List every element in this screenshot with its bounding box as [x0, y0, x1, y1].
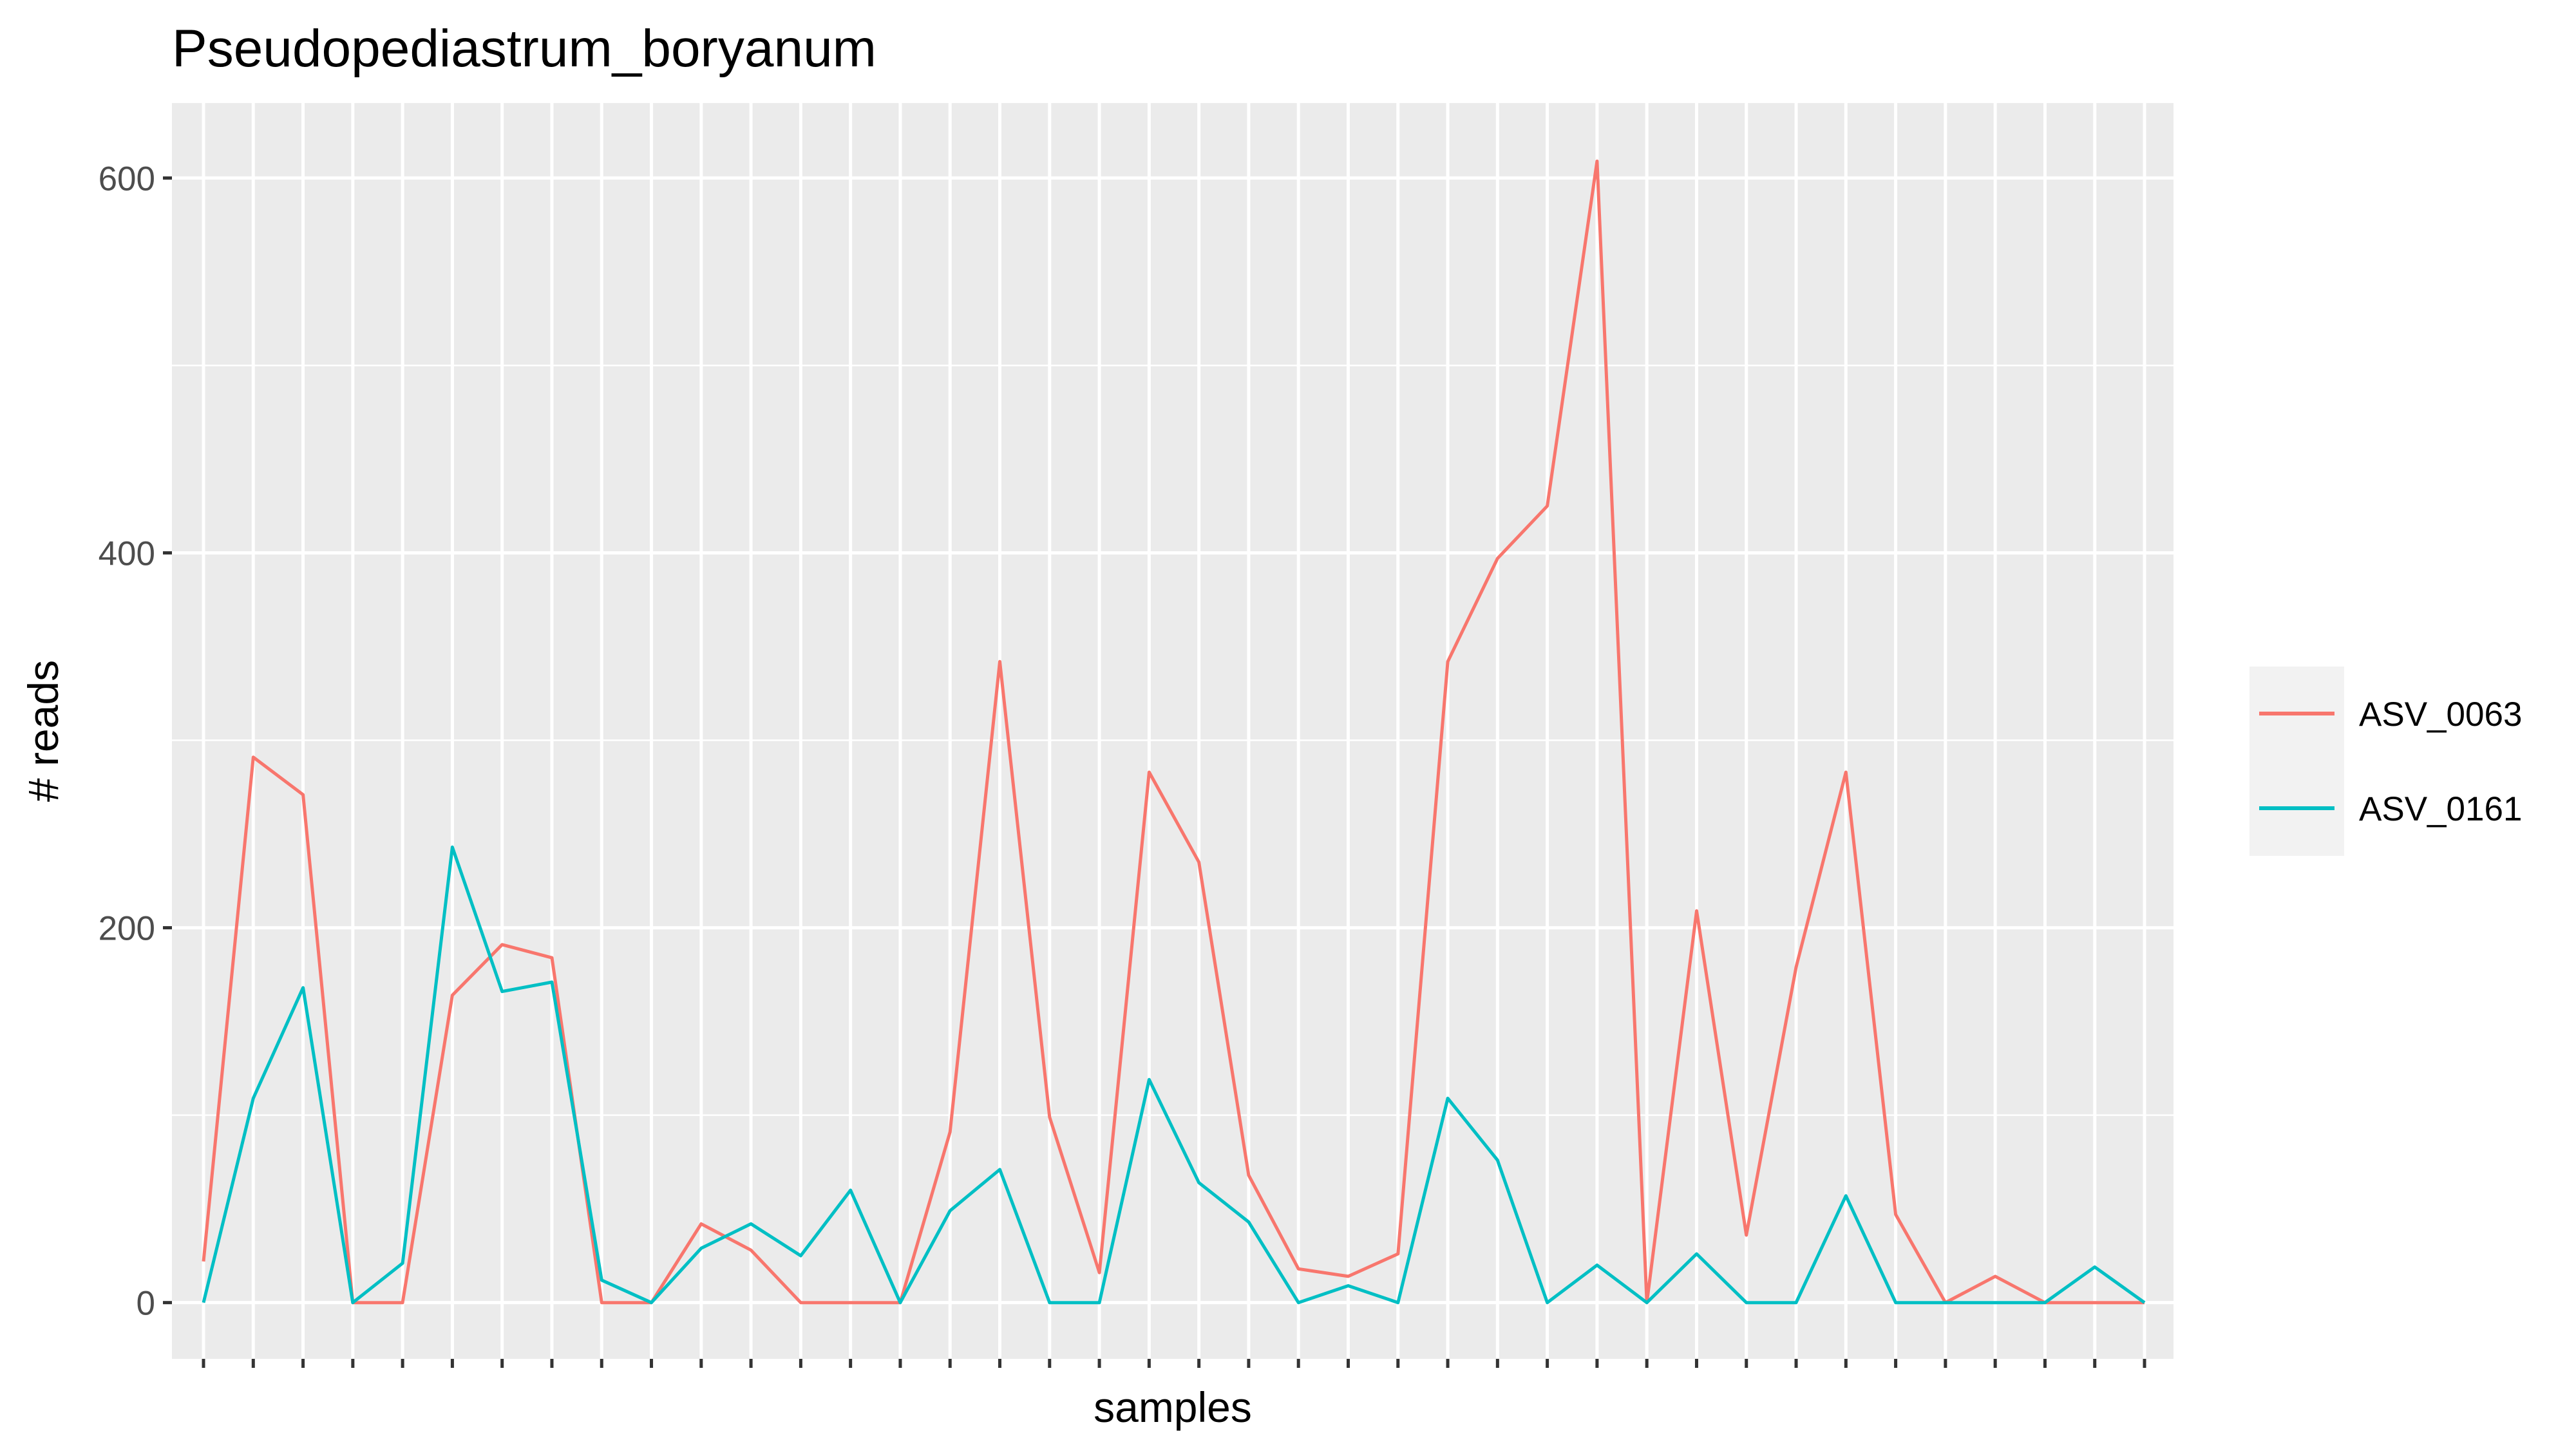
series-layer [202, 159, 2146, 1305]
y-tick-label: 600 [99, 160, 155, 198]
grid-minor [172, 365, 2174, 1116]
y-tick-label: 400 [99, 535, 155, 573]
y-tick-label: 200 [99, 910, 155, 948]
legend-label-asv-0161: ASV_0161 [2359, 790, 2522, 828]
x-axis-title: samples [1094, 1383, 1252, 1431]
y-axis: 0 200 400 600 [99, 160, 172, 1323]
grid-major [172, 103, 2174, 1359]
plot-panel [172, 103, 2174, 1359]
legend-label-asv-0063: ASV_0063 [2359, 696, 2522, 734]
y-axis-title: # reads [19, 660, 67, 802]
chart-title: Pseudopediastrum_boryanum [172, 19, 876, 78]
series-line-asv-0063 [202, 159, 2145, 1305]
x-axis [202, 1359, 2146, 1368]
y-tick-label: 0 [137, 1285, 155, 1323]
series-line-asv-0161 [202, 845, 2146, 1305]
legend: ASV_0063 ASV_0161 [2249, 667, 2522, 856]
